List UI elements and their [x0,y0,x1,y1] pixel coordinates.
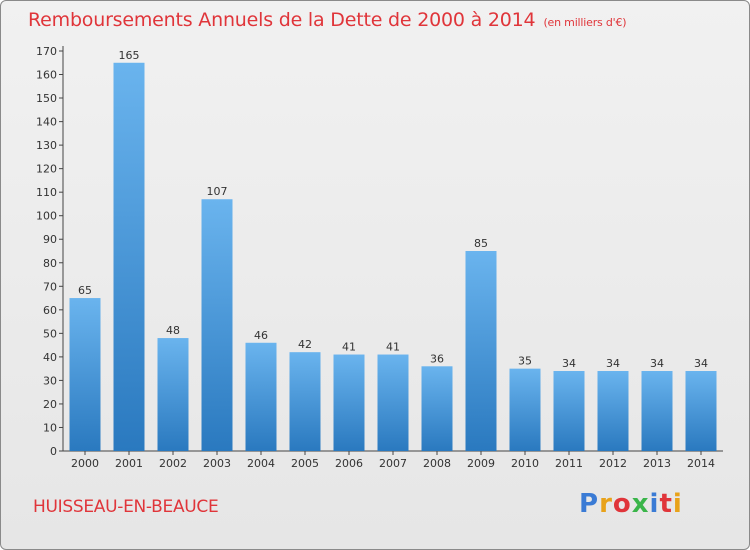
x-tick-label: 2008 [423,457,451,470]
bar [553,371,585,451]
bar [509,368,541,451]
bar [421,366,453,451]
value-label: 34 [606,357,620,370]
x-tick-label: 2012 [599,457,627,470]
bar [113,62,145,451]
x-tick-label: 2014 [687,457,715,470]
labels: 2000 65 2001 165 2002 48 2003 107 2004 46 2005 42 20… [71,49,715,470]
x-tick-label: 2009 [467,457,495,470]
value-label: 41 [386,341,400,354]
x-tick-label: 2007 [379,457,407,470]
y-tick-label: 20 [43,398,57,411]
bar [597,371,629,451]
value-label: 34 [694,357,708,370]
y-tick-label: 140 [36,116,57,129]
y-tick-label: 170 [36,45,57,58]
bar [465,251,497,451]
logo-letter: r [599,489,613,519]
bar [333,354,365,451]
y-tick-label: 110 [36,186,57,199]
value-label: 42 [298,338,312,351]
chart-title-text: Remboursements Annuels de la Dette de 20… [28,9,536,31]
value-label: 85 [474,237,488,250]
bar [157,338,189,451]
value-label: 36 [430,352,444,365]
y-tick-label: 160 [36,69,57,82]
chart-title: Remboursements Annuels de la Dette de 20… [28,9,627,31]
y-tick-label: 50 [43,327,57,340]
y-tick-label: 70 [43,280,57,293]
value-label: 107 [207,185,228,198]
bars [69,62,717,451]
y-tick-label: 10 [43,421,57,434]
x-tick-label: 2005 [291,457,319,470]
logo-letter: o [612,489,632,519]
logo-letter: x [631,489,650,519]
y-tick-label: 100 [36,210,57,223]
y-tick-label: 40 [43,351,57,364]
bar [245,342,277,451]
value-label: 35 [518,355,532,368]
bar [69,298,101,451]
x-tick-label: 2013 [643,457,671,470]
x-tick-label: 2003 [203,457,231,470]
logo-letter: i [649,489,660,519]
x-tick-label: 2002 [159,457,187,470]
x-tick-label: 2000 [71,457,99,470]
value-label: 34 [650,357,664,370]
bar [201,199,233,451]
logo-letter: i [672,489,683,519]
x-tick-label: 2004 [247,457,275,470]
commune-name: HUISSEAU-EN-BEAUCE [33,497,219,517]
y-tick-label: 60 [43,304,57,317]
value-label: 46 [254,329,268,342]
x-tick-label: 2010 [511,457,539,470]
value-label: 165 [119,49,140,62]
y-tick-label: 150 [36,92,57,105]
chart-unit: (en milliers d'€) [543,16,627,29]
y-tick-label: 120 [36,163,57,176]
value-label: 41 [342,341,356,354]
x-tick-label: 2006 [335,457,363,470]
x-tick-label: 2001 [115,457,143,470]
bar [685,371,717,451]
logo-letter: t [659,489,673,519]
y-tick-label: 30 [43,374,57,387]
y-tick-label: 80 [43,257,57,270]
y-tick-label: 90 [43,233,57,246]
x-tick-label: 2011 [555,457,583,470]
value-label: 34 [562,357,576,370]
y-tick-label: 130 [36,139,57,152]
y-tick-label: 0 [50,445,57,458]
value-label: 48 [166,324,180,337]
value-label: 65 [78,284,92,297]
bar [641,371,673,451]
bar [289,352,321,451]
bar [377,354,409,451]
logo-letter: P [579,489,600,519]
